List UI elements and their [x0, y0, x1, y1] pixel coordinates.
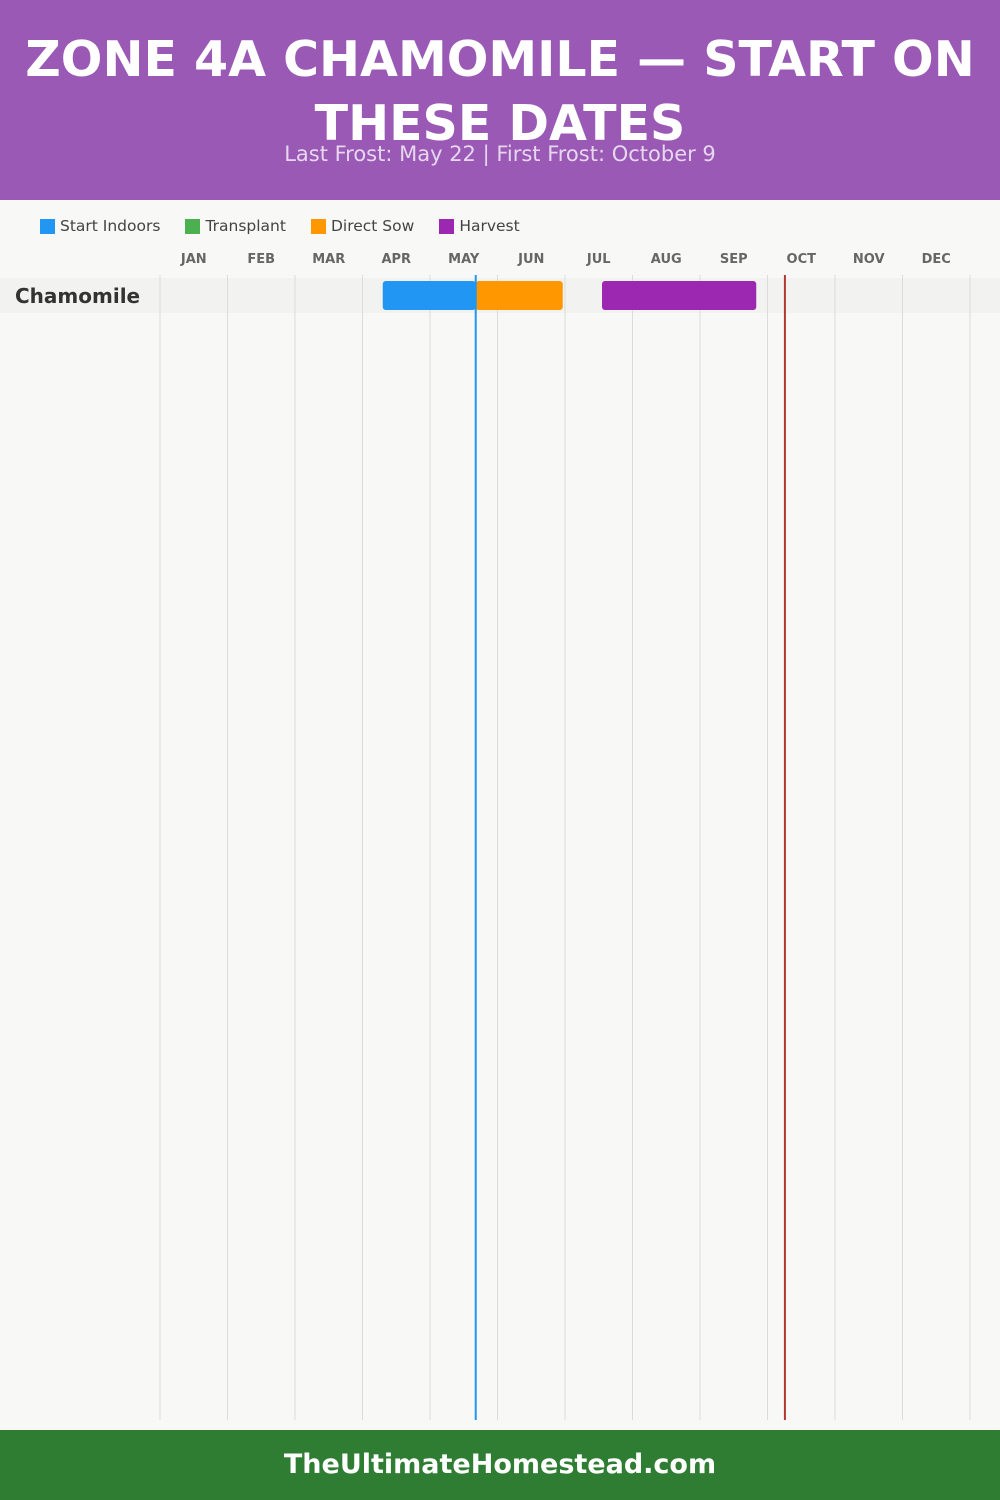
legend-swatch-direct-sow — [310, 218, 326, 234]
legend-item-direct-sow: Direct Sow — [310, 217, 415, 235]
legend-label-harvest: Harvest — [459, 217, 520, 235]
legend: Start Indoors Transplant Direct Sow Harv… — [40, 214, 545, 238]
month-label-aug: AUG — [651, 252, 682, 267]
month-label-jan: JAN — [180, 252, 207, 267]
bar-direct-sow — [475, 281, 563, 310]
bar-start-indoors — [382, 281, 476, 310]
legend-swatch-harvest — [439, 218, 455, 234]
legend-item-start-indoors: Start Indoors — [40, 217, 160, 235]
legend-item-harvest: Harvest — [439, 217, 520, 235]
legend-label-direct-sow: Direct Sow — [330, 217, 415, 235]
footer-website: TheUltimateHomestead.com — [283, 1449, 717, 1480]
page-title: Zone 4a Chamomile — Start on These Dates — [25, 31, 975, 152]
month-label-jun: JUN — [517, 252, 544, 267]
month-label-nov: NOV — [853, 252, 885, 267]
planting-calendar-chart: JAN FEB MAR APR MAY JUN JUL AUG SEP OCT NOV DEC Cham… — [0, 252, 1000, 1420]
month-label-oct: OCT — [787, 252, 817, 267]
frost-dates-subtitle: Last Frost: May 22 | First Frost: Octobe… — [284, 142, 716, 166]
bar-harvest — [602, 281, 757, 310]
footer: TheUltimateHomestead.com — [0, 1430, 1000, 1500]
crop-label: Chamomile — [15, 284, 140, 308]
month-label-feb: FEB — [247, 252, 275, 267]
legend-item-transplant: Transplant — [185, 217, 286, 235]
header: Zone 4a Chamomile — Start on These Dates… — [0, 0, 1000, 200]
month-label-jul: JUL — [586, 252, 611, 267]
month-label-sep: SEP — [720, 252, 748, 267]
legend-swatch-transplant — [185, 218, 201, 234]
month-label-apr: APR — [381, 252, 411, 267]
month-label-mar: MAR — [312, 252, 345, 267]
legend-label-start-indoors: Start Indoors — [60, 217, 161, 235]
legend-swatch-start-indoors — [40, 218, 55, 234]
legend-label-transplant: Transplant — [205, 217, 286, 235]
month-label-dec: DEC — [922, 252, 951, 267]
month-label-may: MAY — [448, 252, 480, 267]
